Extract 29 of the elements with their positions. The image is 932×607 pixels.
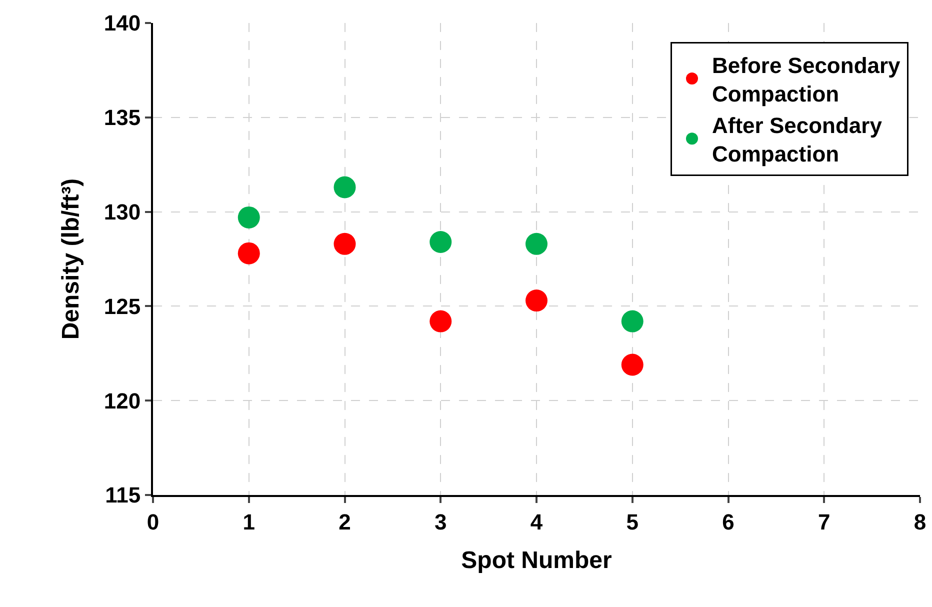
y-tick-label: 135 xyxy=(104,105,141,130)
x-tick-label: 5 xyxy=(626,509,639,534)
point xyxy=(621,354,644,376)
point xyxy=(526,232,548,255)
x-tick-label: 1 xyxy=(242,509,256,534)
x-tick-label: 4 xyxy=(530,509,544,534)
point xyxy=(430,310,452,332)
y-tick-label: 115 xyxy=(105,482,141,508)
x-tick-label: 0 xyxy=(146,509,160,534)
point xyxy=(334,232,356,255)
point xyxy=(526,290,548,312)
x-tick-label: 2 xyxy=(338,509,351,534)
point xyxy=(334,176,356,198)
point xyxy=(621,310,644,332)
y-axis-title: Density (lb/ft³) xyxy=(57,178,84,340)
y-tick-label: 130 xyxy=(104,200,141,224)
point xyxy=(238,242,260,264)
point xyxy=(430,231,452,253)
x-axis-title: Spot Number xyxy=(461,547,612,574)
x-tick-label: 3 xyxy=(434,509,447,534)
legend-label: Before Secondary Compaction xyxy=(712,52,902,106)
y-tick-label: 125 xyxy=(104,294,141,319)
x-tick-label: 8 xyxy=(914,509,926,534)
point xyxy=(238,206,260,228)
legend-label: After Secondary Compaction xyxy=(712,112,883,167)
x-tick-label: 7 xyxy=(818,509,830,534)
x-tick-label: 6 xyxy=(722,509,734,534)
y-tick-label: 120 xyxy=(104,388,141,414)
y-tick-label: 140 xyxy=(104,10,141,36)
